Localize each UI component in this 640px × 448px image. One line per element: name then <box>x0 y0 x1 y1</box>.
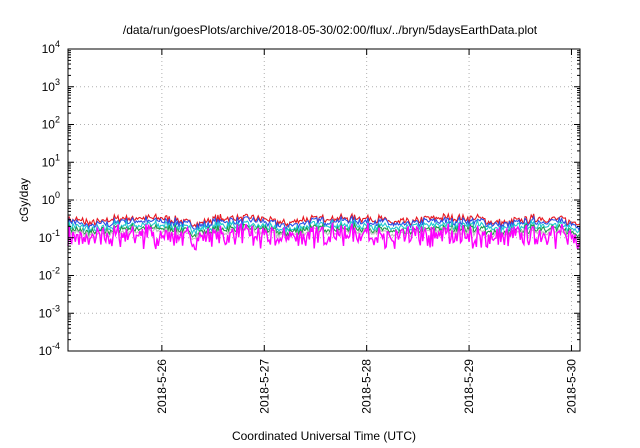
y-tick-label: 101 <box>42 152 60 169</box>
grid <box>68 49 580 351</box>
y-axis-ticks: 10-4 10-3 10-2 10-1 100 101 102 103 104 <box>39 39 580 358</box>
y-tick-label: 102 <box>42 115 60 132</box>
y-tick-label: 103 <box>42 77 60 94</box>
x-tick-label: 2018-5-28 <box>360 359 374 414</box>
y-tick-label: 10-3 <box>39 303 60 320</box>
y-axis-label: cGy/day <box>17 178 31 222</box>
y-tick-label: 10-4 <box>39 341 60 358</box>
y-tick-label: 100 <box>42 190 60 207</box>
y-tick-label: 10-2 <box>39 266 60 283</box>
x-axis-ticks: 2018-5-26 2018-5-27 2018-5-28 2018-5-29 2018… <box>155 49 578 414</box>
x-tick-label: 2018-5-29 <box>462 359 476 414</box>
x-tick-label: 2018-5-30 <box>564 359 578 414</box>
series-line <box>67 225 581 241</box>
x-tick-label: 2018-5-27 <box>257 359 271 414</box>
y-tick-label: 104 <box>42 39 60 56</box>
series-group <box>67 212 581 251</box>
x-axis-label: Coordinated Universal Time (UTC) <box>232 429 416 443</box>
x-tick-label: 2018-5-26 <box>155 359 169 414</box>
series-line <box>67 218 581 237</box>
series-line <box>67 212 581 229</box>
series-line <box>67 222 581 251</box>
y-tick-label: 10-1 <box>39 228 60 245</box>
chart-title: /data/run/goesPlots/archive/2018-05-30/0… <box>123 23 538 37</box>
